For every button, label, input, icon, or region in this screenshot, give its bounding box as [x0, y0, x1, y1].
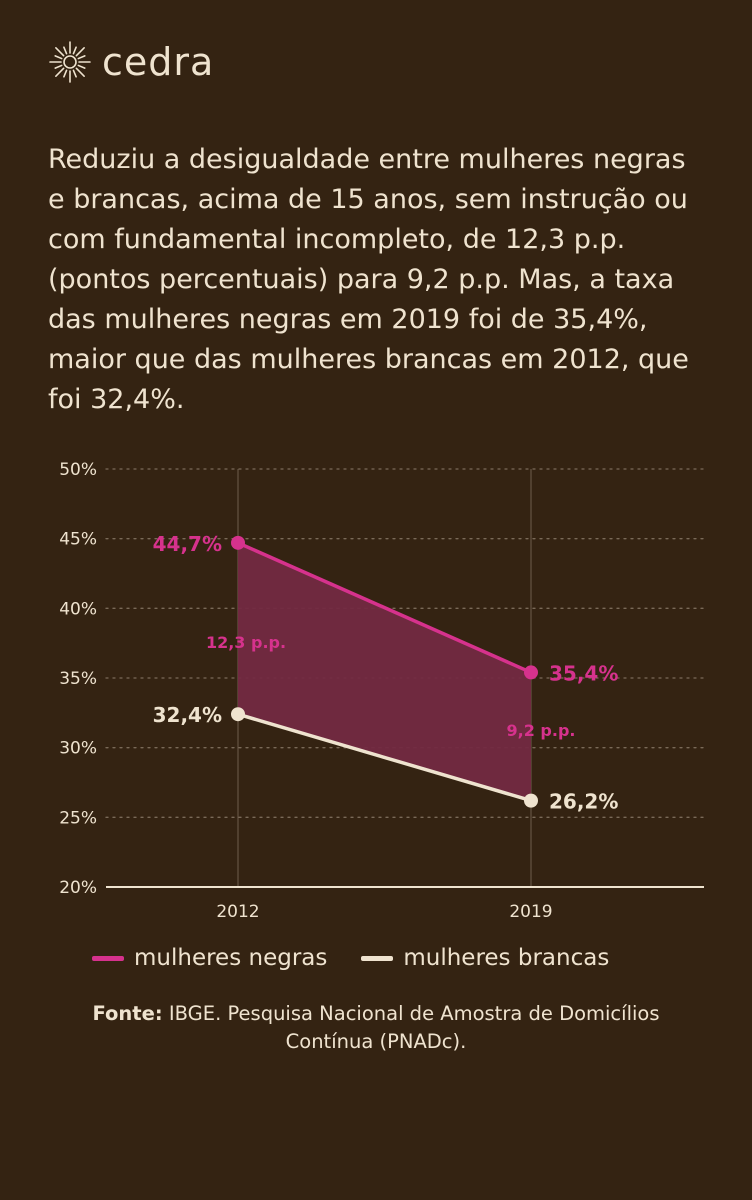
series-line-brancas: [237, 712, 532, 803]
logo-ray: [55, 67, 65, 77]
point-brancas: [231, 707, 245, 722]
y-tick-label: 35%: [59, 669, 97, 689]
logo-ray: [55, 47, 65, 57]
y-tick-label: 20%: [59, 878, 97, 898]
y-tick-label: 40%: [59, 599, 97, 619]
data-label-brancas: 32,4%: [153, 703, 222, 727]
chart-legend: mulheres negras mulheres brancas: [92, 945, 609, 971]
logo-ray: [63, 69, 68, 78]
legend-swatch-negras: [92, 955, 124, 961]
source-text: IBGE. Pesquisa Nacional de Amostra de Do…: [168, 1002, 660, 1053]
legend-swatch-brancas: [361, 955, 394, 961]
headline: Reduziu a desigualdade entre mulheres ne…: [48, 144, 689, 415]
brand-name: cedra: [102, 40, 215, 84]
data-label-brancas: 26,2%: [549, 790, 618, 814]
source-label: Fonte:: [92, 1002, 163, 1025]
data-label-negras: 35,4%: [549, 661, 618, 685]
line-chart: 20% 25% 30% 35% 40% 45% 50% 2012 2019 44,7% 35,4% 3…: [59, 460, 705, 922]
y-tick-label: 30%: [59, 739, 97, 759]
logo-ray: [77, 55, 86, 60]
gap-label-2012: 12,3 p.p.: [206, 633, 286, 652]
y-tick-label: 25%: [59, 808, 97, 828]
source-note: Fonte: IBGE. Pesquisa Nacional de Amostr…: [60, 1000, 692, 1056]
sun-burst-icon: [49, 41, 91, 83]
point-negras: [524, 665, 538, 680]
logo-ray: [54, 55, 63, 60]
legend-label-brancas: mulheres brancas: [403, 945, 610, 971]
point-brancas: [524, 793, 538, 808]
logo-ray: [72, 46, 77, 55]
logo-core: [63, 55, 77, 69]
logo-ray: [72, 69, 77, 78]
logo-ray: [75, 47, 85, 57]
legend-item-negras: mulheres negras: [92, 945, 327, 971]
logo-ray: [63, 46, 68, 55]
gap-area: [238, 542, 531, 801]
x-tick-label: 2012: [216, 902, 259, 922]
logo-ray: [77, 64, 86, 69]
legend-label-negras: mulheres negras: [134, 945, 328, 971]
logo-ray: [75, 67, 85, 77]
logo-ray: [54, 64, 63, 69]
legend-item-brancas: mulheres brancas: [361, 945, 609, 971]
gap-label-2019: 9,2 p.p.: [507, 721, 576, 740]
data-label-negras: 44,7%: [153, 532, 222, 556]
point-negras: [231, 535, 245, 550]
y-tick-label: 50%: [59, 460, 97, 480]
brand-logo: cedra: [48, 40, 214, 84]
y-tick-label: 45%: [59, 530, 97, 550]
x-tick-label: 2019: [509, 902, 552, 922]
series-line-negras: [237, 541, 532, 675]
